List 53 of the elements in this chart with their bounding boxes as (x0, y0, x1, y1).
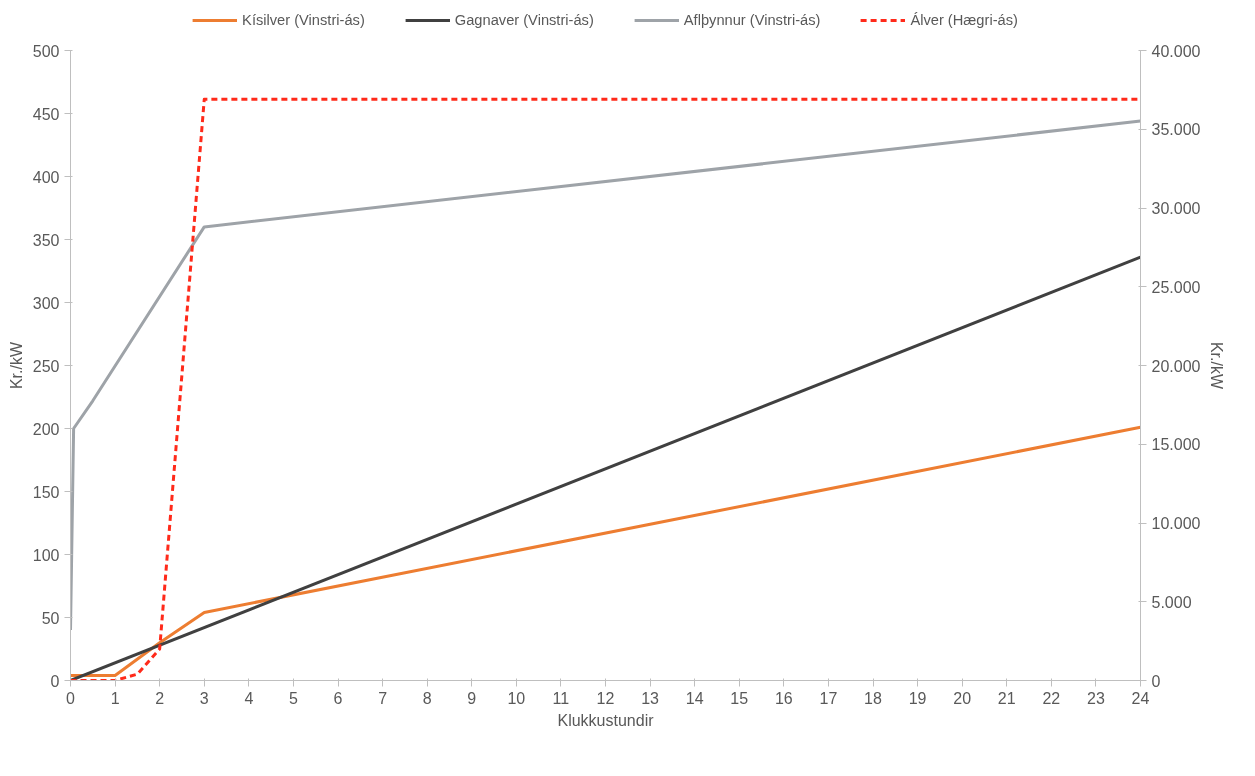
x-tick-label: 11 (552, 689, 570, 707)
x-tick-label: 5 (288, 689, 298, 707)
x-tick-label: 9 (467, 689, 477, 707)
x-tick-label: 22 (1042, 689, 1061, 707)
x-tick-label: 20 (953, 689, 972, 707)
y-tick-label: 100 (32, 546, 60, 564)
x-tick-label: 16 (774, 689, 793, 707)
y-axis-title: Kr./kW (7, 341, 25, 390)
y-tick-label: 200 (32, 420, 60, 438)
x-tick-label: 4 (244, 689, 254, 707)
y-tick-label: 250 (32, 357, 60, 375)
y2-tick-label: 10.000 (1151, 515, 1201, 532)
x-tick-label: 0 (66, 689, 76, 707)
line-series (70, 425, 1141, 677)
x-tick-label: 8 (422, 689, 432, 707)
legend-label: Kísilver (Vinstri-ás) (242, 12, 365, 28)
y-tick-label: 450 (32, 105, 60, 123)
y2-tick-label: 0 (1151, 672, 1161, 690)
y2-tick-label: 15.000 (1151, 436, 1201, 454)
x-tick-label: 17 (819, 689, 838, 707)
legend-label: Aflþynnur (Vinstri-ás) (683, 12, 821, 28)
y-tick-label: 500 (32, 42, 60, 60)
x-tick-label: 14 (685, 689, 704, 707)
y-tick-label: 50 (41, 609, 60, 627)
x-tick-label: 18 (864, 689, 882, 707)
x-tick-label: 1 (110, 689, 120, 707)
y-tick-label: 0 (50, 672, 60, 690)
x-tick-label: 15 (730, 689, 749, 707)
y2-tick-label: 5.000 (1151, 593, 1192, 611)
y-tick-label: 350 (32, 231, 60, 249)
x-tick-label: 3 (199, 689, 209, 707)
x-tick-label: 19 (908, 689, 927, 707)
y2-tick-label: 30.000 (1151, 200, 1201, 217)
y-tick-label: 400 (32, 168, 60, 186)
x-tick-label: 6 (333, 689, 343, 707)
legend-label: Gagnaver (Vinstri-ás) (454, 12, 594, 28)
x-tick-label: 13 (641, 689, 660, 707)
y2-tick-label: 20.000 (1151, 357, 1201, 375)
x-tick-label: 2 (155, 689, 165, 707)
x-axis-title: Klukkustundir (557, 711, 655, 729)
x-tick-label: 23 (1087, 689, 1105, 707)
y2-tick-label: 35.000 (1151, 121, 1201, 139)
x-tick-label: 21 (997, 689, 1016, 707)
x-tick-label: 7 (378, 689, 388, 707)
y2-axis-title: Kr./kW (1208, 341, 1226, 390)
y-tick-label: 150 (32, 483, 60, 501)
y2-tick-label: 40.000 (1151, 42, 1201, 60)
y2-tick-label: 25.000 (1151, 278, 1201, 296)
x-tick-label: 10 (507, 689, 526, 707)
y-tick-label: 300 (32, 294, 60, 312)
x-tick-label: 12 (596, 689, 615, 707)
x-tick-label: 24 (1131, 689, 1150, 707)
legend-label: Álver (Hægri-ás) (910, 12, 1018, 28)
